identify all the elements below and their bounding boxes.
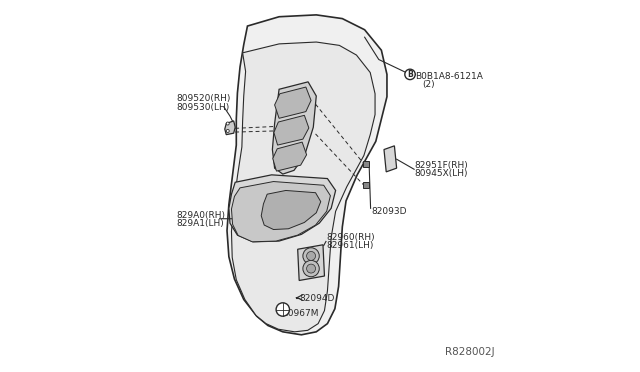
- Circle shape: [307, 264, 316, 273]
- Circle shape: [227, 129, 229, 132]
- Text: B0B1A8-6121A: B0B1A8-6121A: [415, 72, 483, 81]
- Text: 82094D: 82094D: [300, 294, 335, 303]
- Polygon shape: [227, 15, 387, 335]
- Circle shape: [303, 260, 319, 277]
- Text: 80967M: 80967M: [282, 309, 319, 318]
- Polygon shape: [232, 182, 330, 242]
- Polygon shape: [275, 87, 311, 118]
- Text: 80945X(LH): 80945X(LH): [415, 169, 468, 178]
- Circle shape: [276, 303, 289, 316]
- Text: 82960(RH): 82960(RH): [326, 233, 375, 242]
- Polygon shape: [384, 146, 397, 172]
- Polygon shape: [229, 175, 335, 242]
- Polygon shape: [363, 182, 369, 188]
- Polygon shape: [273, 142, 307, 171]
- Text: R828002J: R828002J: [445, 347, 495, 357]
- Polygon shape: [225, 121, 235, 135]
- Polygon shape: [298, 245, 324, 280]
- Polygon shape: [273, 82, 316, 174]
- Polygon shape: [261, 190, 321, 230]
- Circle shape: [303, 248, 319, 264]
- Circle shape: [405, 69, 415, 80]
- Text: 809530(LH): 809530(LH): [177, 103, 230, 112]
- Text: 82961(LH): 82961(LH): [326, 241, 374, 250]
- Text: 82951F(RH): 82951F(RH): [415, 161, 468, 170]
- Text: B: B: [407, 70, 413, 79]
- Polygon shape: [363, 161, 369, 167]
- Polygon shape: [232, 42, 375, 332]
- Text: (2): (2): [422, 80, 435, 89]
- Text: 82093D: 82093D: [371, 207, 407, 216]
- Circle shape: [307, 251, 316, 260]
- Text: 829A0(RH): 829A0(RH): [177, 211, 226, 220]
- Text: 809520(RH): 809520(RH): [177, 94, 231, 103]
- Text: 829A1(LH): 829A1(LH): [177, 219, 225, 228]
- Polygon shape: [274, 115, 309, 145]
- Circle shape: [227, 122, 229, 125]
